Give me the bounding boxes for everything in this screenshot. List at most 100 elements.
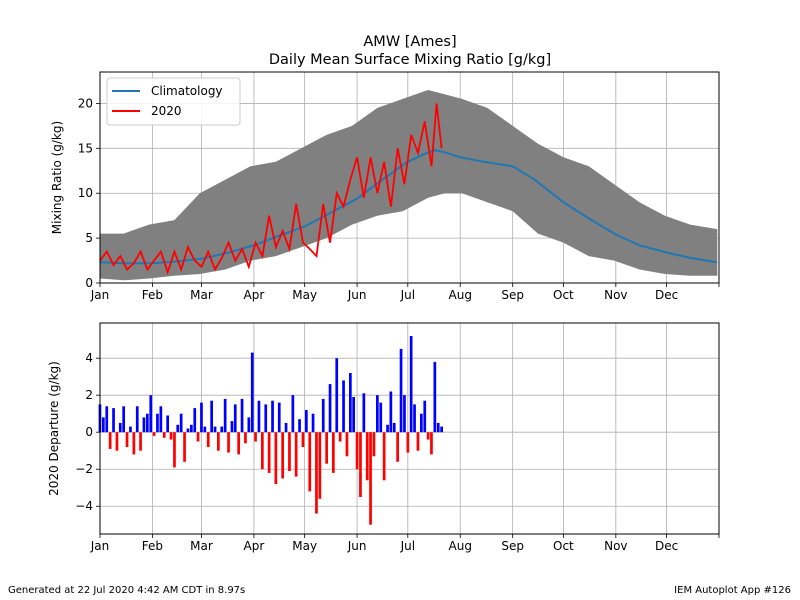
departure-bar [403,395,406,433]
departure-bar [298,419,301,433]
bottom-xtick-label: Jul [400,539,415,553]
year-2020-line [99,103,443,276]
chart-title-line1: AMW [Ames] [363,34,456,50]
departure-bar [328,384,332,433]
departure-bar [318,432,322,499]
bottom-xtick-label: Aug [449,539,472,553]
departure-bar [115,432,119,451]
departure-bar [240,398,244,433]
departure-bar [108,432,112,449]
bottom-xtick-label: Apr [244,539,265,553]
top-xtick-label: May [292,288,317,302]
legend: Climatology 2020 [106,77,241,126]
departure-bar [372,432,376,457]
top-xtick-label: Apr [244,288,265,302]
top-ytick-label: 0 [85,276,93,290]
departure-bar [159,406,163,433]
departure-bar [139,432,142,451]
departure-bar [332,432,335,473]
departure-bar [237,432,240,455]
top-ytick-label: 20 [78,96,93,110]
legend-climatology-label: Climatology [151,84,223,98]
bottom-ytick-label: −2 [75,462,93,476]
top-ylabel: Mixing Ratio (g/kg) [50,121,64,234]
departure-bar [349,373,352,433]
departure-bar [122,406,125,433]
departure-bar [369,432,372,525]
departure-bar [440,426,443,433]
departure-bar [118,422,122,433]
departure-bar [355,432,359,470]
top-axis-ticks: Jan Feb Mar Apr May Jun Jul Aug Sep Oct Nov Dec 0 5 10… [78,96,720,302]
departure-bar [338,432,342,442]
departure-bar [291,395,295,433]
top-xtick-label: Jun [347,288,367,302]
departure-bar [392,422,396,433]
departure-bar [200,402,203,433]
departure-bar [281,432,284,479]
departure-bar [125,432,129,447]
departure-bar [271,400,274,433]
departure-bar [308,432,312,492]
departure-bar [379,402,383,433]
bottom-plot-frame [99,322,720,535]
top-xtick-label: Mar [190,288,213,302]
departure-bar [247,417,251,433]
departure-bar [149,395,153,433]
bottom-ytick-label: 4 [85,351,93,365]
bottom-xtick-label: Nov [604,539,627,553]
departure-bar [267,432,271,473]
departure-bar [105,406,109,433]
departure-bar [362,393,366,433]
departure-bar [223,398,227,433]
departure-bar [176,424,180,433]
departure-bar [112,408,115,433]
departure-bars [98,336,443,525]
departure-bar [365,432,369,481]
top-ytick-label: 10 [78,186,93,200]
departure-bar [203,426,207,433]
bottom-ylabel: 2020 Departure (g/kg) [47,361,61,496]
departure-bar [382,432,386,481]
departure-bar [244,432,247,444]
departure-bar [254,432,257,442]
bottom-xtick-label: Jun [347,539,367,553]
footer-app-label: IEM Autoplot App #126 [674,585,791,596]
departure-chart: Jan Feb Mar Apr May Jun Jul Aug Sep Oct Nov Dec −4 −2… [47,322,720,553]
departure-bar [173,432,176,468]
departure-bar [342,380,345,433]
departure-bar [301,432,305,447]
departure-bar [186,428,190,433]
departure-bar [146,413,149,433]
departure-bar [213,426,217,433]
departure-bar [420,413,423,433]
departure-bar [423,400,427,433]
departure-bar [135,406,139,433]
top-xtick-label: Sep [501,288,524,302]
bottom-ytick-label: 0 [85,425,93,439]
departure-bar [230,421,234,433]
footer-generated-text: Generated at 22 Jul 2020 4:42 AM CDT in … [8,585,246,596]
departure-bar [399,348,403,433]
departure-bar [264,404,268,433]
departure-bar [217,432,220,451]
departure-bar [345,432,349,457]
bottom-grid [99,323,720,534]
bottom-xtick-label: May [292,539,317,553]
bottom-xtick-label: Feb [142,539,163,553]
departure-bar [430,432,433,455]
top-plot-frame [99,71,720,284]
departure-bar [142,417,146,433]
departure-bar [436,422,440,433]
top-xtick-label: Nov [604,288,627,302]
top-xtick-label: Dec [655,288,678,302]
departure-bar [406,432,410,453]
departure-bar [325,432,328,464]
departure-bar [386,424,389,433]
top-ytick-label: 5 [85,231,93,245]
departure-bar [183,432,186,462]
departure-bar [288,432,291,472]
top-ytick-label: 15 [78,141,93,155]
chart-title-line2: Daily Mean Surface Mixing Ratio [g/kg] [269,52,551,68]
